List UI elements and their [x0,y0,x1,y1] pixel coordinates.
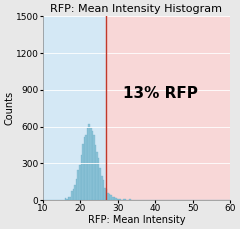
Text: 13% RFP: 13% RFP [123,86,198,101]
Bar [109,194,110,200]
Bar [101,177,102,200]
X-axis label: RFP: Mean Intensity: RFP: Mean Intensity [88,215,185,225]
Bar [129,199,131,200]
Bar [85,135,87,200]
Bar [74,185,76,200]
Bar [106,16,230,200]
Bar [87,128,88,200]
Bar [114,197,115,200]
Bar [68,197,70,200]
Y-axis label: Counts: Counts [4,91,14,125]
Bar [76,179,77,200]
Bar [66,199,68,200]
Bar [82,144,84,200]
Bar [104,188,106,200]
Bar [90,128,91,200]
Bar [118,199,120,200]
Bar [73,188,74,200]
Bar [110,195,112,200]
Bar [125,199,126,200]
Bar [77,170,79,200]
Bar [112,197,114,200]
Bar [65,198,66,200]
Bar [43,16,106,200]
Bar [123,199,125,200]
Bar [107,193,109,200]
Bar [80,155,82,200]
Bar [98,158,99,200]
Bar [88,124,90,200]
Bar [91,131,93,200]
Bar [95,145,96,200]
Bar [71,191,73,200]
Bar [120,199,121,200]
Bar [93,135,95,200]
Bar [96,152,98,200]
Bar [102,180,104,200]
Bar [79,165,80,200]
Bar [99,168,101,200]
Bar [70,197,71,200]
Bar [84,137,85,200]
Bar [115,198,117,200]
Bar [106,189,107,200]
Bar [117,199,118,200]
Title: RFP: Mean Intensity Histogram: RFP: Mean Intensity Histogram [50,4,222,14]
